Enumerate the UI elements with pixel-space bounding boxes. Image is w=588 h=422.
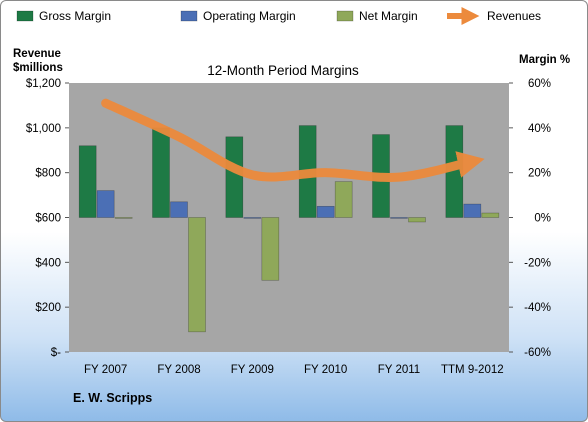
- bar-net-margin-fy-2008: [188, 217, 206, 333]
- bar-gross-margin-fy-2008: [152, 127, 170, 218]
- x-tick-label-ttm-9-2012: TTM 9-2012: [441, 364, 504, 376]
- right-tick-label: -60%: [524, 347, 551, 359]
- bar-net-margin-fy-2010: [334, 181, 353, 218]
- x-tick-label-fy-2011: FY 2011: [378, 364, 420, 376]
- legend-swatch-operating-margin: [180, 10, 198, 22]
- left-tick-label: $-: [51, 347, 61, 359]
- bar-net-margin-ttm-9-2012: [481, 212, 500, 218]
- right-axis-title: Margin %: [519, 54, 570, 66]
- plot-area: [69, 83, 509, 352]
- legend-label-revenues: Revenues: [487, 9, 541, 23]
- bar-operating-margin-fy-2007: [96, 190, 115, 218]
- bar-gross-margin-fy-2009: [225, 136, 244, 218]
- left-axis-title: Revenue $millions: [13, 48, 63, 74]
- legend-swatch-gross-margin: [16, 10, 34, 22]
- x-tick-label-fy-2008: FY 2008: [157, 364, 200, 376]
- left-tick-label: $1,000: [26, 123, 61, 135]
- x-tick-label-fy-2010: FY 2010: [304, 364, 347, 376]
- x-tick-label-fy-2007: FY 2007: [84, 364, 127, 376]
- bar-net-margin-fy-2007: [114, 217, 133, 219]
- left-tick-label: $600: [35, 213, 61, 225]
- bar-net-margin-fy-2011: [408, 217, 426, 223]
- bar-operating-margin-fy-2008: [170, 201, 188, 218]
- left-tick-label: $200: [35, 302, 61, 314]
- legend-label-operating-margin: Operating Margin: [203, 9, 296, 23]
- right-tick-label: -20%: [524, 257, 551, 269]
- right-tick-label: 60%: [528, 78, 551, 90]
- bar-operating-margin-fy-2010: [316, 205, 335, 218]
- left-axis: $- $200 $400 $600 $800 $1,000 $1,200: [26, 78, 69, 359]
- bar-marks: [78, 125, 500, 333]
- x-axis: FY 2007 FY 2008 FY 2009 FY 2010 FY 2011 TTM 9…: [84, 364, 504, 376]
- left-tick-label: $800: [35, 168, 61, 180]
- bar-operating-margin-fy-2011: [390, 217, 408, 219]
- left-axis-title-line: $millions: [13, 62, 63, 74]
- right-tick-label: 0%: [534, 213, 551, 225]
- legend: Gross Margin Operating Margin Net Margin Re…: [16, 7, 541, 25]
- revenues-line: [101, 98, 485, 183]
- left-axis-title-line: Revenue: [13, 48, 61, 60]
- bar-operating-margin-ttm-9-2012: [463, 203, 482, 218]
- bar-net-margin-fy-2009: [261, 217, 280, 281]
- bar-operating-margin-fy-2009: [243, 217, 262, 219]
- left-tick-label: $400: [35, 257, 61, 269]
- right-tick-label: 20%: [528, 168, 551, 180]
- chart-title: 12-Month Period Margins: [207, 63, 359, 78]
- right-axis: -60% -40% -20% 0% 20% 40% 60%: [509, 78, 551, 359]
- right-tick-label: 40%: [528, 123, 551, 135]
- left-tick-label: $1,200: [26, 78, 61, 90]
- company-name: E. W. Scripps: [73, 391, 152, 405]
- right-tick-label: -40%: [524, 302, 551, 314]
- legend-swatch-net-margin: [336, 10, 354, 22]
- legend-label-net-margin: Net Margin: [359, 9, 418, 23]
- x-tick-label-fy-2009: FY 2009: [231, 364, 274, 376]
- revenue-line: [101, 98, 485, 183]
- bar-gross-margin-fy-2007: [78, 145, 97, 218]
- legend-label-gross-margin: Gross Margin: [39, 9, 111, 23]
